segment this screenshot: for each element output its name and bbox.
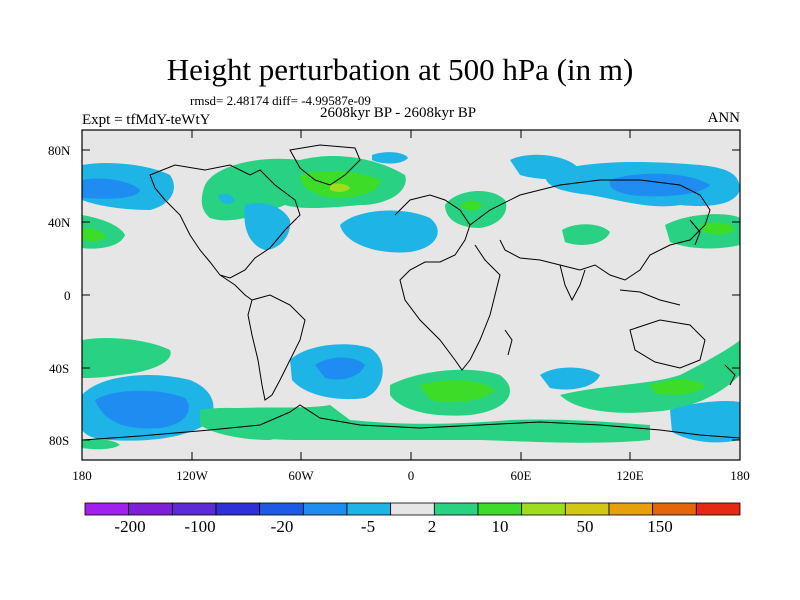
colorbar-swatch bbox=[695, 502, 741, 516]
experiment-label: Expt = tfMdY-teWtY bbox=[82, 112, 211, 128]
map-title: Height perturbation at 500 hPa (in m) bbox=[166, 52, 634, 87]
colorbar-swatch bbox=[302, 502, 348, 516]
stats-label: rmsd= 2.48174 diff= -4.99587e-09 bbox=[190, 93, 371, 108]
colorbar-swatch bbox=[564, 502, 610, 516]
colorbar-swatch bbox=[128, 502, 173, 516]
colorbar-label: -200 bbox=[114, 517, 145, 536]
lat-label: 0 bbox=[64, 288, 71, 303]
lat-label: 80N bbox=[48, 143, 71, 158]
colorbar-swatch bbox=[346, 502, 392, 516]
colorbar-swatch bbox=[433, 502, 479, 516]
lon-label: 60W bbox=[288, 468, 314, 483]
lon-label: 180 bbox=[72, 468, 92, 483]
lat-label: 80S bbox=[49, 433, 69, 448]
colorbar-swatch bbox=[477, 502, 523, 516]
colorbar-swatch bbox=[84, 502, 130, 516]
lon-label: 0 bbox=[408, 468, 415, 483]
colorbar-label: -5 bbox=[361, 517, 375, 536]
colorbar-swatch bbox=[390, 502, 435, 516]
colorbar-label: -100 bbox=[184, 517, 215, 536]
coastlines bbox=[82, 144, 740, 441]
colorbar-swatch bbox=[652, 502, 697, 516]
colorbar-swatch bbox=[608, 502, 654, 516]
lon-label: 120E bbox=[616, 468, 644, 483]
lon-label: 60E bbox=[511, 468, 532, 483]
colorbar-label: 2 bbox=[428, 517, 437, 536]
lat-label: 40N bbox=[48, 215, 71, 230]
colorbar-swatch bbox=[171, 502, 217, 516]
season-label: ANN bbox=[707, 110, 741, 126]
colorbar bbox=[84, 502, 741, 516]
colorbar-swatch bbox=[215, 502, 261, 516]
lat-label: 40S bbox=[49, 361, 69, 376]
colorbar-swatch bbox=[259, 502, 304, 516]
colorbar-swatch bbox=[521, 502, 566, 516]
colorbar-label: 50 bbox=[577, 517, 594, 536]
lon-label: 120W bbox=[176, 468, 209, 483]
colorbar-label: 150 bbox=[647, 517, 673, 536]
colorbar-label: 10 bbox=[492, 517, 509, 536]
period-label: 2608kyr BP - 2608kyr BP bbox=[320, 105, 477, 121]
axis-ticks bbox=[81, 130, 740, 460]
colorbar-label: -20 bbox=[271, 517, 294, 536]
lon-label: 180 bbox=[730, 468, 750, 483]
